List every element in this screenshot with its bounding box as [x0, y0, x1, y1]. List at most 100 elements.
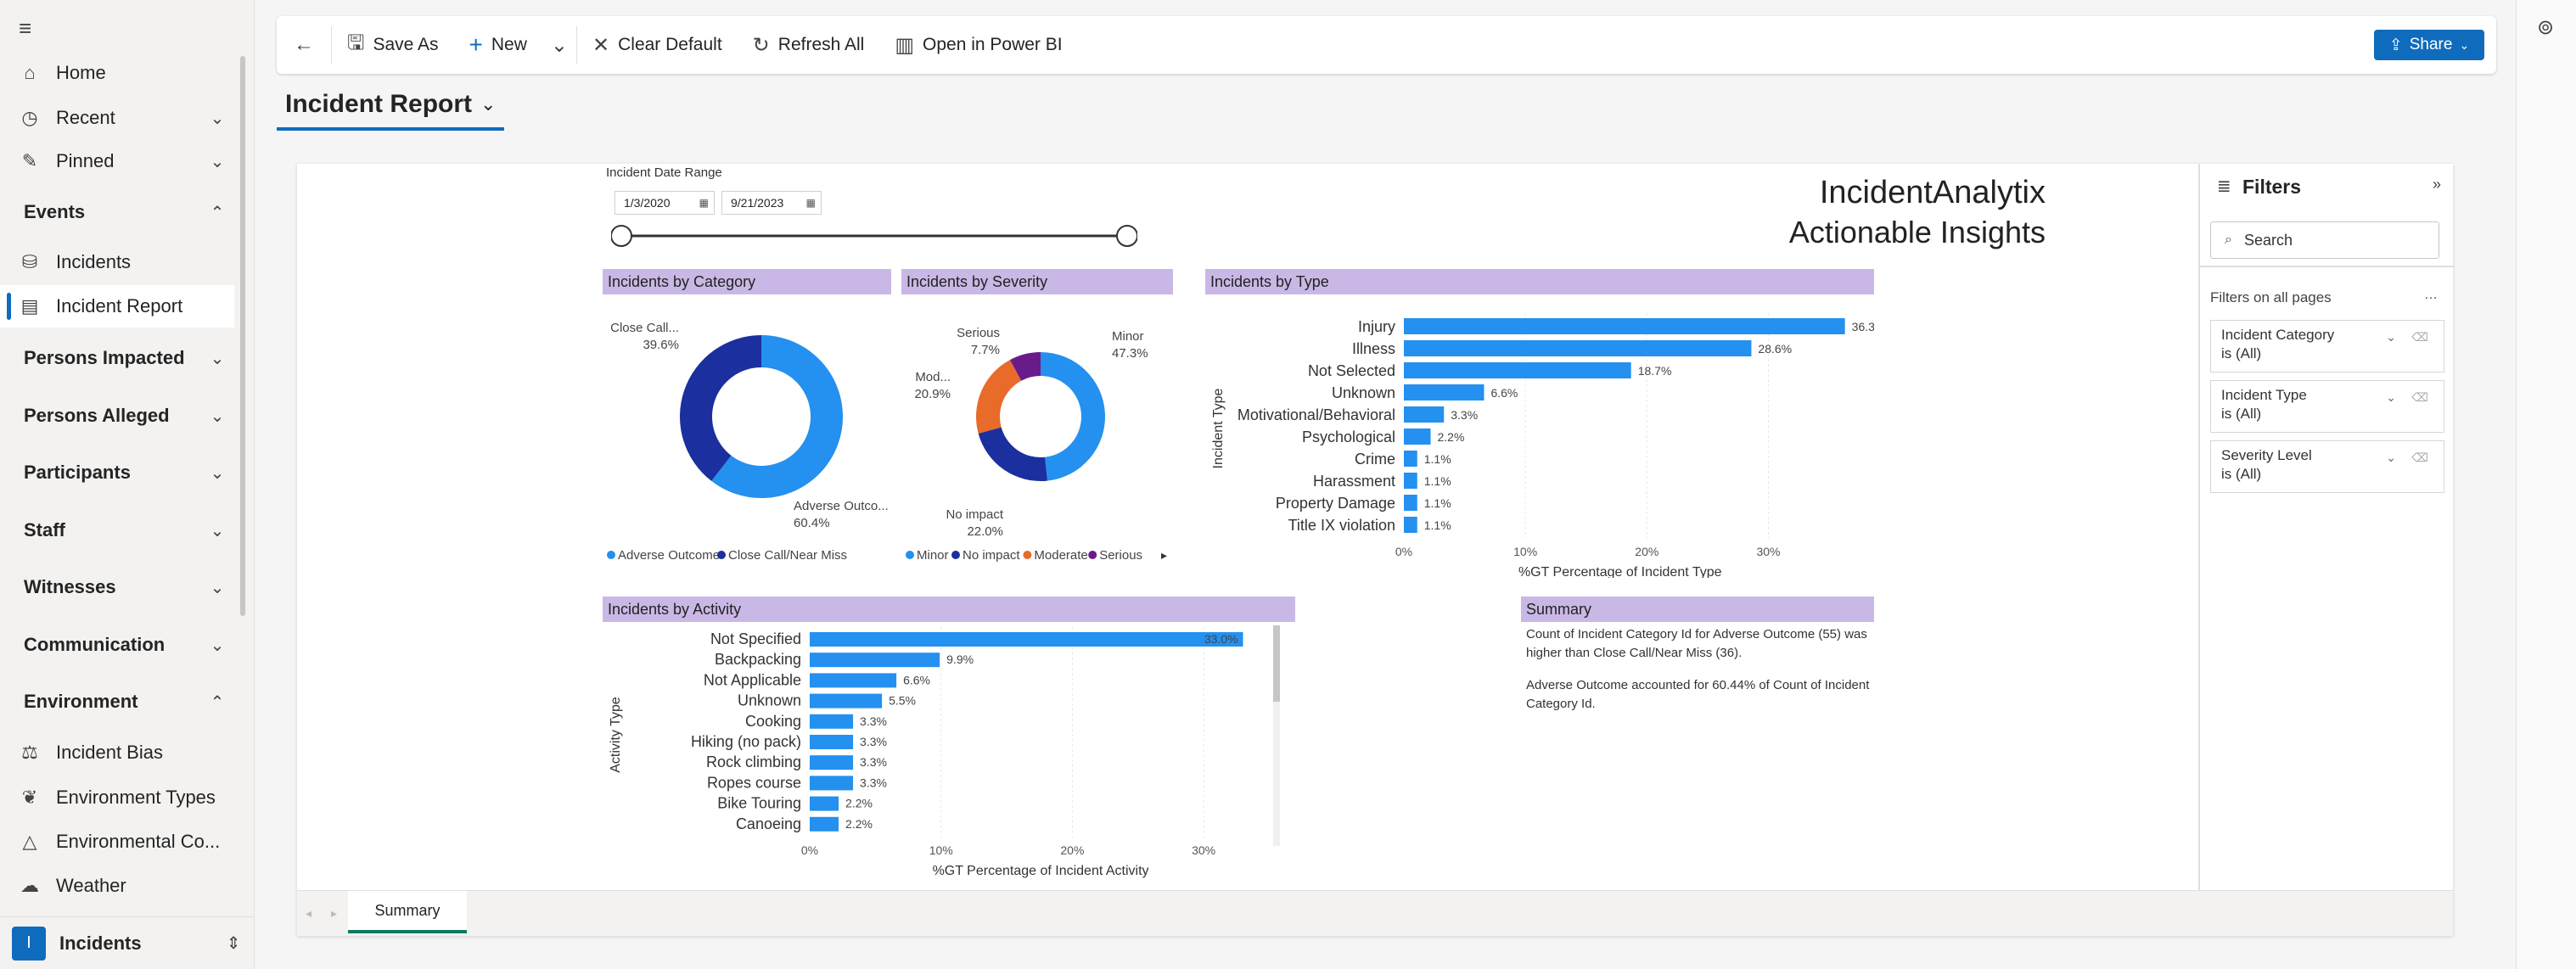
category-label: Property Damage [1276, 495, 1395, 512]
share-button[interactable]: ⇪ Share ⌄ [2374, 30, 2484, 60]
category-donut-chart[interactable]: Adverse Outco... 60.4% Close Call... 39.6% A… [603, 298, 891, 569]
value-label: 1.1% [1424, 452, 1451, 466]
chevron-down-icon[interactable]: ⌄ [210, 152, 225, 171]
nav-item-incident-bias[interactable]: ⚖ Incident Bias [0, 731, 234, 774]
area-label: Incidents [59, 932, 142, 954]
section-label: Staff [24, 519, 65, 541]
report-icon: ▤ [20, 295, 39, 316]
nav-item-incidents[interactable]: ⛁ Incidents [0, 241, 234, 283]
nav-section-events[interactable]: Events ⌃ [0, 188, 234, 236]
back-button[interactable]: ← [277, 16, 331, 74]
value-label: 2.2% [845, 817, 873, 831]
chevron-down-icon[interactable]: ⌄ [2386, 330, 2396, 344]
selected-indicator [7, 293, 11, 320]
chevron-up-icon[interactable]: ⌃ [210, 692, 225, 712]
refresh-all-button[interactable]: ↻ Refresh All [738, 16, 880, 74]
date-start-value: 1/3/2020 [624, 196, 671, 210]
section-label: Witnesses [24, 576, 116, 597]
category-label: Bike Touring [717, 795, 801, 812]
eraser-icon[interactable]: ⌫ [2411, 390, 2428, 404]
chevron-down-icon[interactable]: ⌄ [210, 521, 225, 541]
divider [331, 26, 332, 64]
filter-card-severity-level[interactable]: Severity Level is (All) ⌄ ⌫ [2210, 440, 2444, 493]
filter-card-incident-category[interactable]: Incident Category is (All) ⌄ ⌫ [2210, 320, 2444, 372]
value-label: 3.3% [860, 714, 887, 728]
category-label: Hiking (no pack) [691, 733, 801, 750]
chevron-up-icon[interactable]: ⌃ [210, 203, 225, 222]
date-range-label: Incident Date Range [606, 165, 722, 180]
save-as-button[interactable]: 🖫 Save As [332, 16, 454, 74]
area-switcher[interactable]: I Incidents ⇕ [0, 916, 255, 969]
page-title-text: Incident Report [285, 90, 473, 118]
home-icon: ⌂ [24, 62, 36, 83]
bar [1404, 384, 1484, 400]
nav-scrollbar[interactable] [240, 56, 245, 616]
copilot-icon[interactable]: ⊚ [2537, 16, 2555, 39]
bar [810, 755, 854, 770]
y-axis-title: Activity Type [609, 697, 623, 773]
nav-item-incident-report[interactable]: ▤ Incident Report [0, 285, 234, 328]
nav-item-home[interactable]: ⌂ Home [0, 52, 234, 94]
page-title[interactable]: Incident Report ⌄ [277, 81, 505, 131]
next-page-icon[interactable]: ▸ [331, 906, 338, 920]
tab-summary[interactable]: Summary [348, 891, 467, 933]
eraser-icon[interactable]: ⌫ [2411, 330, 2428, 344]
date-start-input[interactable]: 1/3/2020 ▦ [615, 191, 715, 215]
weather-icon: ☁ [20, 875, 39, 896]
report-canvas: Incident Date Range 1/3/2020 ▦ 9/21/2023… [297, 164, 2455, 936]
nav-section-communication[interactable]: Communication ⌄ [0, 621, 234, 669]
prev-page-icon[interactable]: ◂ [306, 906, 312, 920]
legend-marker [717, 551, 726, 559]
nav-section-persons-alleged[interactable]: Persons Alleged ⌄ [0, 392, 234, 440]
open-in-power-bi-button[interactable]: ▥ Open in Power BI [879, 16, 1077, 74]
new-button[interactable]: + New [454, 16, 542, 74]
nav-section-persons-impacted[interactable]: Persons Impacted ⌄ [0, 334, 234, 382]
nav-item-environment-types[interactable]: ❦ Environment Types [0, 776, 234, 819]
activity-bar-chart[interactable]: Not Specified 33.0% Backpacking 9.9% Not App… [603, 625, 1295, 888]
chevron-down-icon[interactable]: ⌄ [210, 349, 225, 368]
eraser-icon[interactable]: ⌫ [2411, 451, 2428, 464]
chart-scroll-track [1273, 625, 1280, 846]
nav-section-participants[interactable]: Participants ⌄ [0, 449, 234, 496]
date-end-input[interactable]: 9/21/2023 ▦ [721, 191, 822, 215]
bar [1404, 406, 1445, 423]
category-label: Illness [1352, 340, 1395, 357]
nav-section-staff[interactable]: Staff ⌄ [0, 507, 234, 554]
nav-item-recent[interactable]: ◷ Recent ⌄ [0, 97, 234, 139]
nav-item-environmental-co[interactable]: △ Environmental Co... [0, 821, 234, 863]
nav-item-weather[interactable]: ☁ Weather [0, 865, 234, 907]
legend-label: Minor [917, 548, 949, 563]
collapse-filters-icon[interactable]: » [2432, 176, 2441, 193]
chevron-updown-icon[interactable]: ⇕ [226, 934, 241, 953]
nav-item-label: Home [56, 62, 106, 83]
chevron-down-icon[interactable]: ⌄ [210, 109, 225, 128]
severity-donut-chart[interactable]: Minor 47.3% No impact 22.0% Mod... 20.9% Serio… [901, 298, 1173, 569]
date-range-slider[interactable] [611, 223, 1137, 249]
filters-title: Filters [2242, 176, 2302, 198]
category-label: Unknown [1332, 384, 1395, 401]
hamburger-menu-icon[interactable]: ≡ [19, 15, 32, 41]
chevron-down-icon[interactable]: ⌄ [210, 463, 225, 483]
chevron-down-icon[interactable]: ⌄ [210, 406, 225, 426]
chevron-down-icon[interactable]: ⌄ [2386, 451, 2396, 464]
type-bar-chart[interactable]: Injury 36.3% Illness 28.6% Not Selected 18.7%… [1205, 298, 1874, 578]
filter-search-input[interactable]: ⌕ Search [2210, 221, 2439, 259]
bar [1404, 340, 1752, 356]
value-label: 5.5% [889, 694, 916, 708]
chevron-down-icon[interactable]: ⌄ [210, 578, 225, 597]
nav-item-label: Incidents [56, 251, 132, 272]
nav-item-pinned[interactable]: ✎ Pinned ⌄ [0, 140, 234, 182]
nav-section-witnesses[interactable]: Witnesses ⌄ [0, 563, 234, 611]
bar [810, 714, 854, 729]
filter-name: Incident Category [2221, 327, 2335, 343]
right-rail: ⊚ [2516, 0, 2576, 969]
new-dropdown-button[interactable]: ⌄ [542, 16, 576, 74]
legend-label: Adverse Outcome [618, 548, 720, 563]
filter-card-incident-type[interactable]: Incident Type is (All) ⌄ ⌫ [2210, 380, 2444, 433]
nav-section-environment[interactable]: Environment ⌃ [0, 678, 234, 725]
more-options-icon[interactable]: … [2424, 288, 2438, 302]
chevron-down-icon[interactable]: ⌄ [2386, 390, 2396, 404]
clear-default-button[interactable]: ✕ Clear Default [577, 16, 738, 74]
chevron-down-icon[interactable]: ⌄ [210, 636, 225, 655]
date-end-value: 9/21/2023 [731, 196, 784, 210]
